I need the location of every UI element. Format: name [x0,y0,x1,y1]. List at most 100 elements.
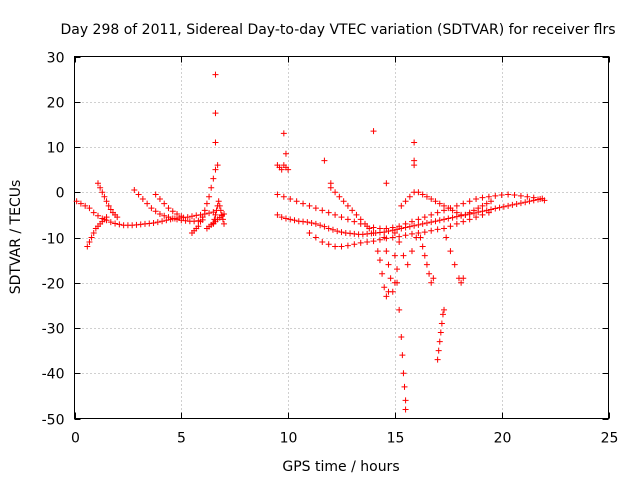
data-point [219,216,226,223]
data-point [383,248,390,255]
data-point [479,211,486,218]
data-point [381,284,388,291]
data-point [319,239,326,246]
data-point [441,216,448,223]
data-point [212,139,219,146]
data-point [357,239,364,246]
data-point [278,166,285,173]
data-point [475,205,482,212]
data-point [417,234,424,241]
data-point [325,209,332,216]
data-point [370,229,377,236]
data-point [197,218,204,225]
data-point [161,200,168,207]
data-point [94,212,101,219]
data-point [84,243,91,250]
data-point [389,224,396,231]
data-point [210,175,217,182]
data-point [426,270,433,277]
data-point [353,211,360,218]
data-point [300,200,307,207]
data-point [408,248,415,255]
data-point [338,229,345,236]
data-point [86,239,93,246]
y-tick-label: -20 [42,277,65,293]
data-point [383,180,390,187]
data-point [99,189,106,196]
data-point [214,162,221,169]
data-point [203,200,210,207]
data-point [148,205,155,212]
data-point [351,218,358,225]
data-point [364,239,371,246]
data-point [135,191,142,198]
data-point [112,220,119,227]
data-point [165,205,172,212]
data-point [522,199,529,206]
data-point [391,252,398,259]
data-point [103,214,110,221]
data-point [466,209,473,216]
data-point [383,293,390,300]
data-point [212,110,219,117]
x-tick-label: 0 [71,431,80,447]
axis-ticks: 0 5 10 15 20 25 30 20 10 0 -10 -20 -30 -40 -50 [42,51,619,447]
data-point [357,216,364,223]
data-point [274,191,281,198]
data-point [400,252,407,259]
data-point [82,202,89,209]
data-point [404,261,411,268]
data-point [332,243,339,250]
data-point [466,198,473,205]
data-point [436,217,443,224]
data-point [401,383,408,390]
data-point [169,215,176,222]
data-point [428,196,435,203]
data-point [325,241,332,248]
data-point [206,210,213,217]
data-point [139,196,146,203]
data-points [73,71,548,413]
data-point [221,210,228,217]
data-point [473,214,480,221]
data-point [199,214,206,221]
data-point [391,229,398,236]
data-point [453,202,460,209]
data-point [217,207,224,214]
data-point [334,228,341,235]
data-point [165,214,172,221]
data-point [434,209,441,216]
data-point [428,219,435,226]
data-point [421,214,428,221]
y-tick-label: -10 [42,232,65,248]
data-point [436,200,443,207]
data-point [496,204,503,211]
data-point [195,223,202,230]
data-point [94,180,101,187]
data-point [479,194,486,201]
data-point [462,211,469,218]
data-point [376,225,383,232]
data-point [411,139,418,146]
data-point [396,239,403,246]
data-point [374,248,381,255]
data-point [432,198,439,205]
data-point [408,218,415,225]
data-point [492,205,499,212]
data-point [387,275,394,282]
data-point [376,236,383,243]
data-point [402,198,409,205]
data-point [308,220,315,227]
data-point [488,198,495,205]
plot-frame [74,56,609,419]
data-point [312,234,319,241]
data-point [402,406,409,413]
data-point [423,261,430,268]
data-point [306,229,313,236]
y-axis-label: SDTVAR / TECUs [8,180,24,295]
data-point [385,261,392,268]
data-point [470,207,477,214]
data-point [492,192,499,199]
data-point [524,193,531,200]
data-point [184,214,191,221]
